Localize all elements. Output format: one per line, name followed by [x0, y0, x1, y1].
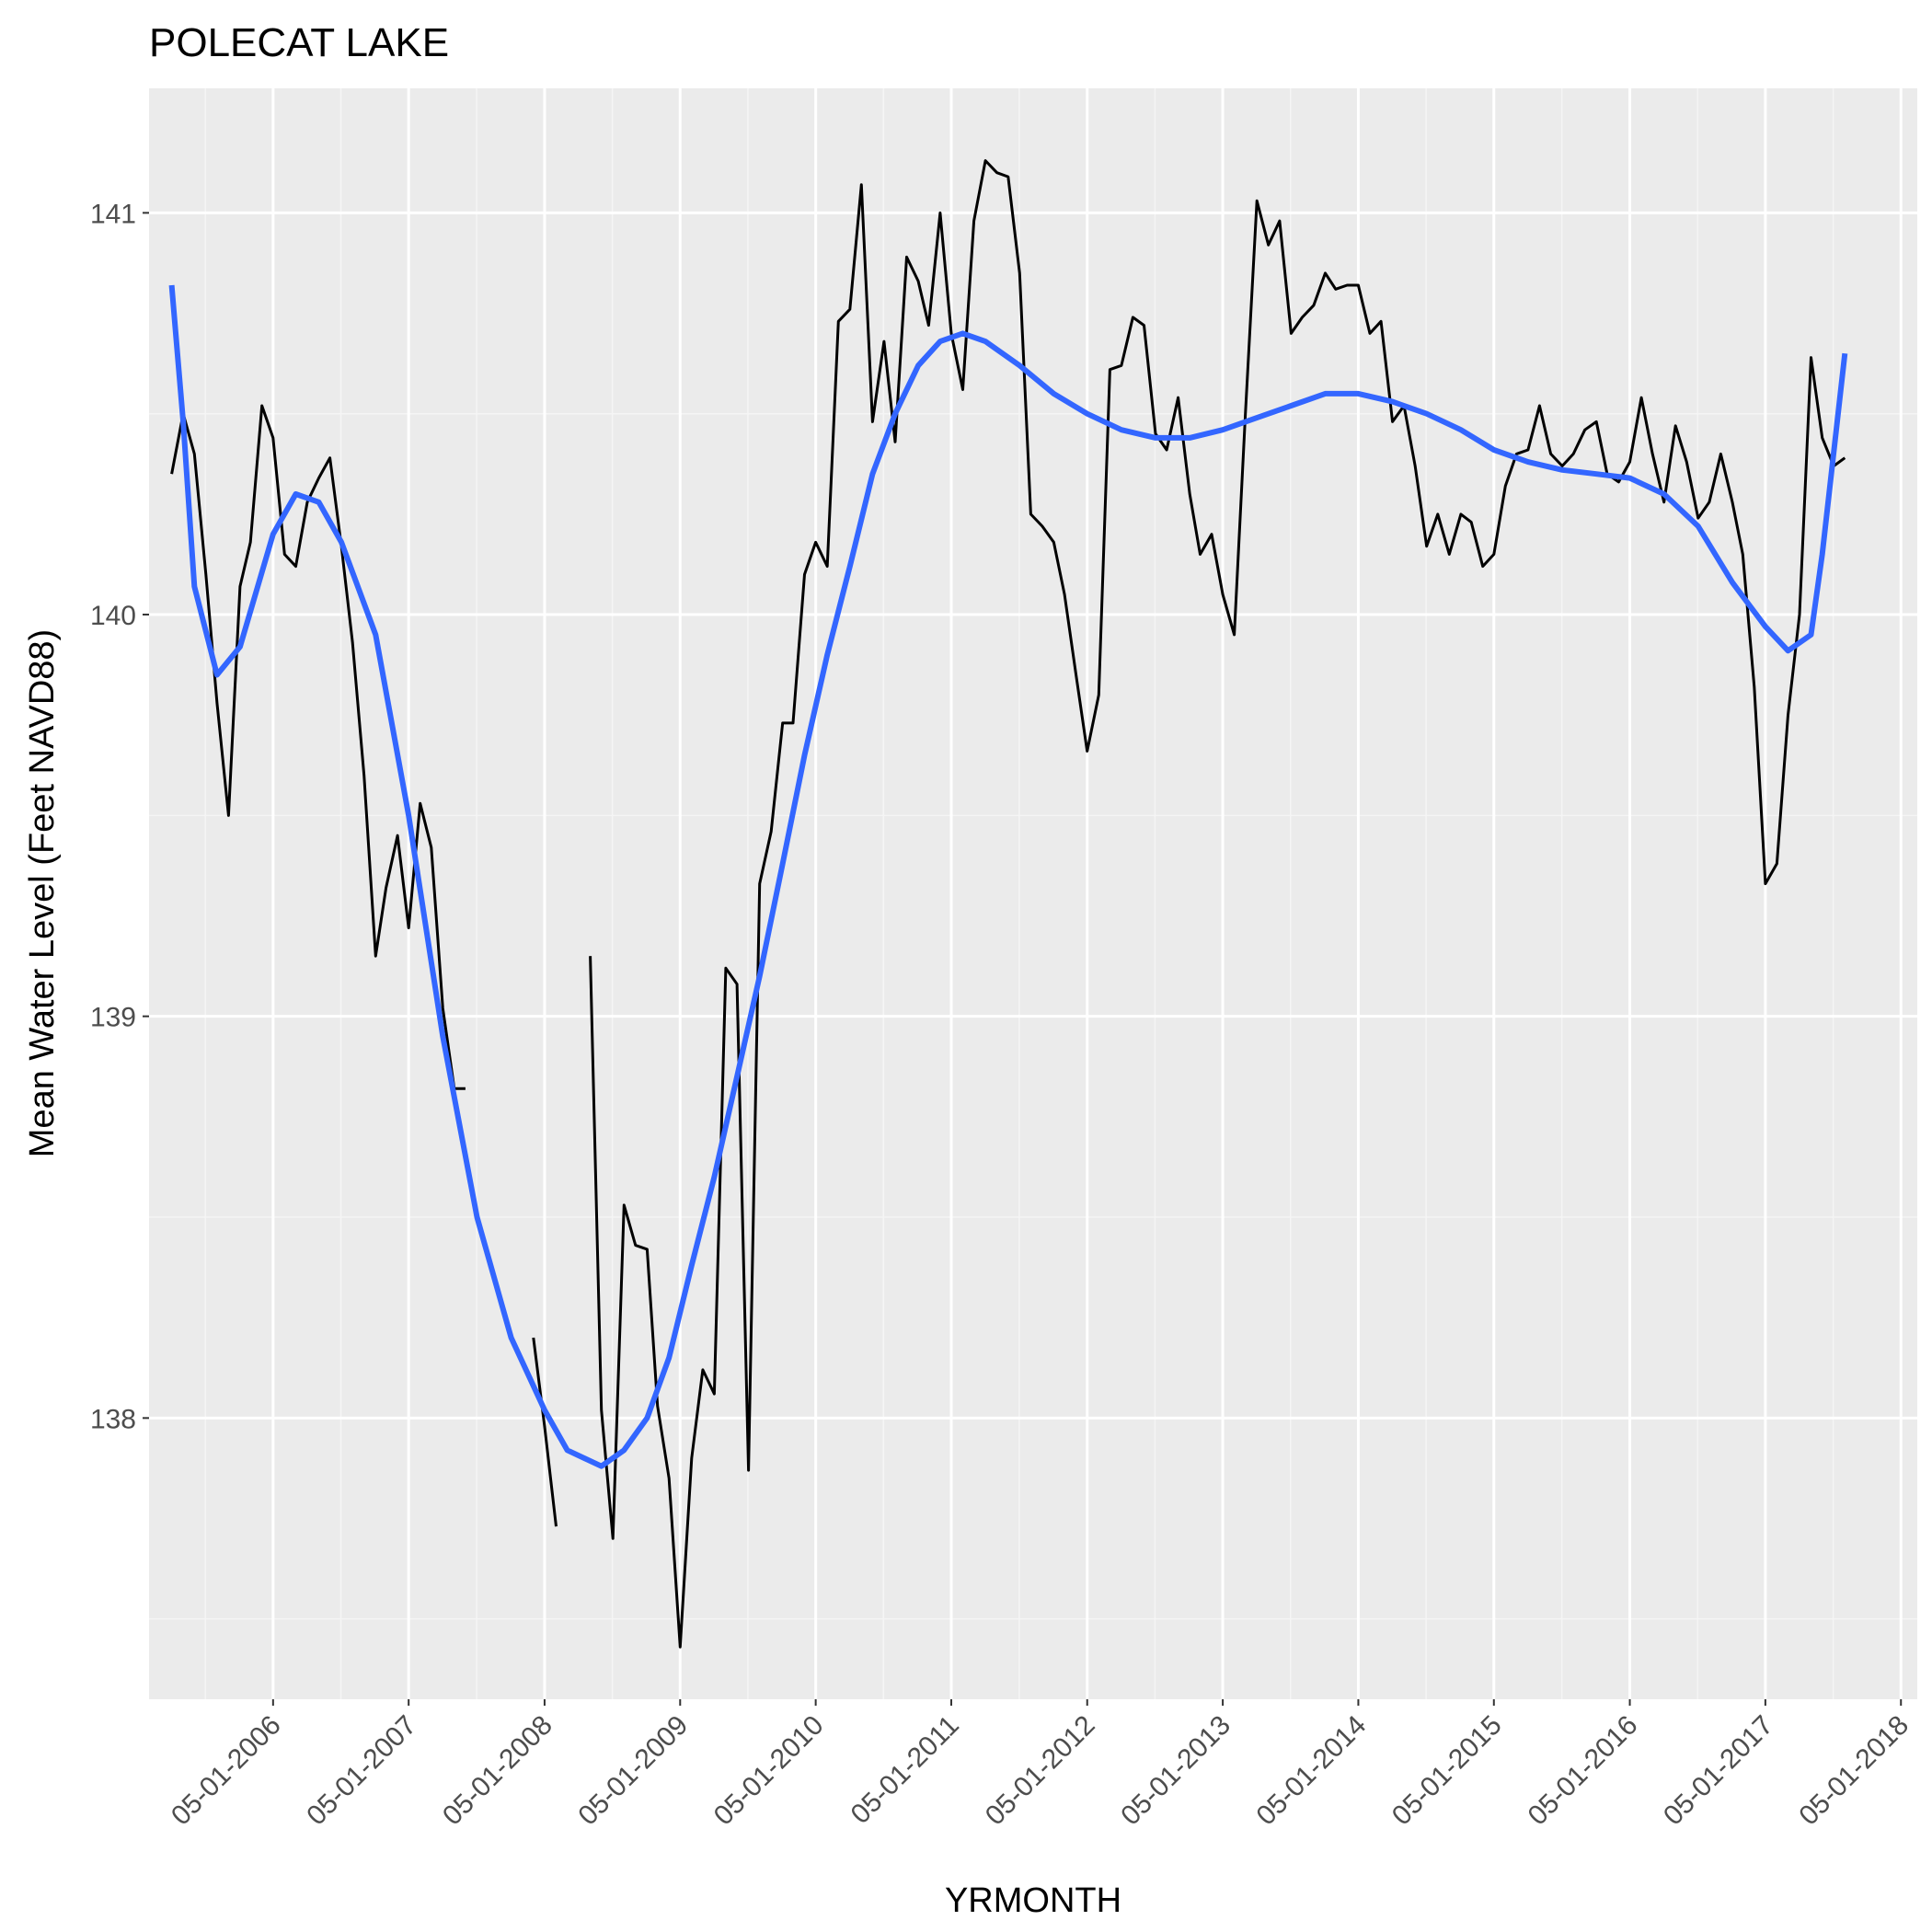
x-tick-label: 05-01-2007	[301, 1710, 422, 1832]
x-tick-label: 05-01-2015	[1386, 1710, 1508, 1832]
x-tick-label: 05-01-2014	[1251, 1710, 1373, 1832]
x-axis-title: YRMONTH	[945, 1881, 1121, 1920]
minor-gridlines	[149, 88, 1917, 1699]
x-tick-label: 05-01-2008	[437, 1710, 558, 1832]
x-tick-label: 05-01-2017	[1658, 1710, 1779, 1832]
y-axis-title: Mean Water Level (Feet NAVD88)	[23, 629, 62, 1157]
y-tick-label: 139	[90, 1003, 136, 1033]
x-tick-label: 05-01-2011	[845, 1710, 965, 1830]
raw-series-line	[532, 1337, 558, 1527]
x-tick-label: 05-01-2009	[572, 1710, 694, 1832]
series-layer	[168, 159, 1848, 1649]
x-tick-label: 05-01-2012	[980, 1710, 1101, 1832]
x-tick-label: 05-01-2010	[708, 1710, 830, 1832]
plot-panel	[149, 88, 1917, 1699]
chart-title: POLECAT LAKE	[149, 20, 449, 65]
x-tick-label: 05-01-2016	[1523, 1710, 1644, 1832]
smooth-trend-line	[168, 284, 1848, 1469]
x-tick-label: 05-01-2006	[166, 1710, 287, 1832]
y-tick-label: 141	[90, 199, 136, 229]
axis-ticks	[143, 212, 1903, 1706]
y-tick-label: 138	[90, 1404, 136, 1434]
y-axis-tick-labels: 138 139 140 141	[90, 199, 136, 1434]
x-tick-label: 05-01-2013	[1115, 1710, 1236, 1832]
raw-series-line	[589, 159, 1846, 1649]
x-axis-tick-labels: 05-01-2006 05-01-2007 05-01-2008 05-01-2009…	[166, 1710, 1915, 1832]
x-tick-label: 05-01-2018	[1793, 1710, 1915, 1832]
y-tick-label: 140	[90, 601, 136, 631]
raw-series-line	[170, 404, 466, 1090]
